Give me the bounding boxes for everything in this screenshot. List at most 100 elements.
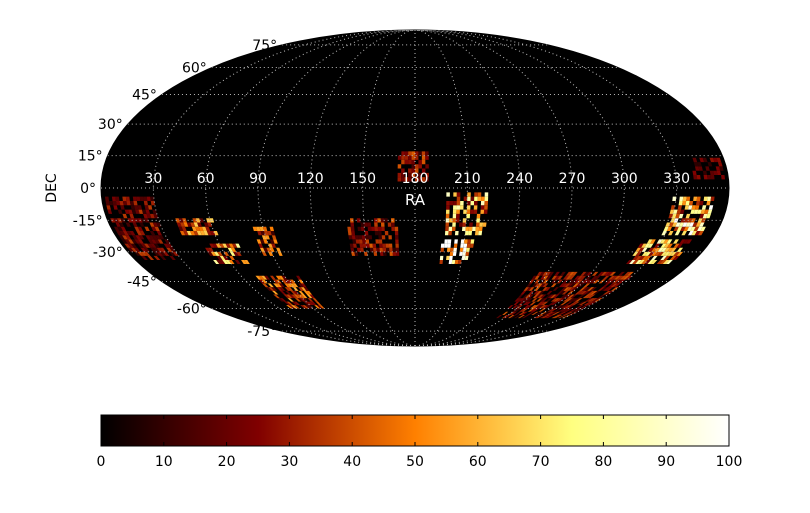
heat-cell xyxy=(478,230,483,236)
heat-cell xyxy=(586,301,595,306)
heat-cell xyxy=(539,283,546,288)
heat-cell xyxy=(587,298,596,302)
heat-cell xyxy=(415,177,419,182)
heat-cell xyxy=(706,200,711,206)
heat-cell xyxy=(480,205,485,210)
heat-cell xyxy=(452,251,457,256)
heat-cell xyxy=(318,305,325,309)
heat-cell xyxy=(271,287,278,291)
heat-cell xyxy=(638,259,645,264)
heat-cell xyxy=(602,283,610,288)
heat-cell xyxy=(382,247,387,252)
heat-cell xyxy=(611,275,619,280)
heat-cell xyxy=(670,247,677,252)
heat-cell xyxy=(267,283,274,288)
heat-cell xyxy=(699,157,705,163)
heat-cell xyxy=(223,251,230,256)
heat-cell xyxy=(444,230,449,236)
heat-cell xyxy=(660,251,668,256)
heat-cell xyxy=(130,243,138,248)
heat-cell xyxy=(355,235,359,240)
heat-cell xyxy=(163,243,170,248)
heat-cell xyxy=(651,251,658,256)
heat-cell xyxy=(450,247,454,252)
heat-cell xyxy=(193,230,199,236)
heat-cell xyxy=(585,290,593,295)
heat-cell xyxy=(608,275,616,280)
heat-cell xyxy=(641,247,648,252)
heat-cell xyxy=(461,255,466,260)
heat-cell xyxy=(130,205,136,210)
heat-cell xyxy=(657,251,664,256)
heat-cell xyxy=(644,259,652,264)
heat-cell xyxy=(268,243,273,248)
heat-cell xyxy=(577,290,585,295)
heat-cell xyxy=(258,243,264,248)
heat-cell xyxy=(660,247,667,252)
heat-cell xyxy=(259,239,265,244)
heat-cell xyxy=(516,298,523,302)
heat-cell xyxy=(139,222,145,227)
heat-cell xyxy=(481,196,485,201)
heat-cell xyxy=(176,222,182,227)
heat-cell xyxy=(536,305,544,309)
heat-cell xyxy=(577,275,584,280)
heat-cell xyxy=(113,205,118,210)
heat-cell xyxy=(110,218,116,223)
heat-cell xyxy=(672,255,680,260)
heat-cell xyxy=(350,247,355,252)
heat-cell xyxy=(560,308,569,312)
heat-cell xyxy=(156,230,162,236)
heat-cell xyxy=(552,287,559,291)
heat-cell xyxy=(521,308,528,312)
heat-cell xyxy=(676,243,683,248)
heat-cell xyxy=(122,196,127,201)
heat-cell xyxy=(517,314,526,319)
heat-cell xyxy=(545,275,552,280)
heat-cell xyxy=(203,230,209,236)
x-axis-label: RA xyxy=(405,191,426,209)
heat-cell xyxy=(531,298,538,302)
heat-cell xyxy=(554,275,561,280)
heat-cell xyxy=(656,239,663,244)
heat-cell xyxy=(524,298,531,302)
heat-cell xyxy=(597,287,606,291)
colorbar-tick-label: 60 xyxy=(469,454,487,470)
heat-cell xyxy=(380,222,385,227)
heat-cell xyxy=(453,192,457,197)
heat-cell xyxy=(686,226,693,231)
heat-cell xyxy=(573,308,583,312)
heat-cell xyxy=(579,290,588,295)
heat-cell xyxy=(445,222,450,227)
heat-cell xyxy=(300,283,307,288)
heat-cell xyxy=(179,230,186,236)
heat-cell xyxy=(277,298,285,302)
heat-cell xyxy=(395,251,400,256)
heat-cell xyxy=(141,218,147,223)
heat-cell xyxy=(534,287,540,291)
heat-cell xyxy=(585,294,593,299)
heat-cell xyxy=(508,311,515,315)
heat-cell xyxy=(513,314,521,319)
heat-cell xyxy=(637,243,644,248)
heat-cell xyxy=(297,298,304,302)
heat-cell xyxy=(673,243,680,248)
heat-cell xyxy=(195,218,201,223)
heat-cell xyxy=(300,287,307,291)
heat-cell xyxy=(210,251,217,256)
heat-cell xyxy=(276,247,281,252)
heat-cell xyxy=(153,243,160,248)
heat-cell xyxy=(529,279,535,284)
heat-cell xyxy=(207,251,214,256)
heat-cell xyxy=(635,259,642,264)
heat-cell xyxy=(127,247,135,252)
heat-cell xyxy=(258,279,265,284)
heat-cell xyxy=(579,305,589,309)
heat-cell xyxy=(448,230,452,236)
heat-cell xyxy=(522,301,529,306)
heat-cell xyxy=(145,209,150,214)
heat-cell xyxy=(538,298,546,302)
heat-cell xyxy=(542,271,549,276)
heat-cell xyxy=(112,200,117,206)
heat-cell xyxy=(561,305,570,309)
